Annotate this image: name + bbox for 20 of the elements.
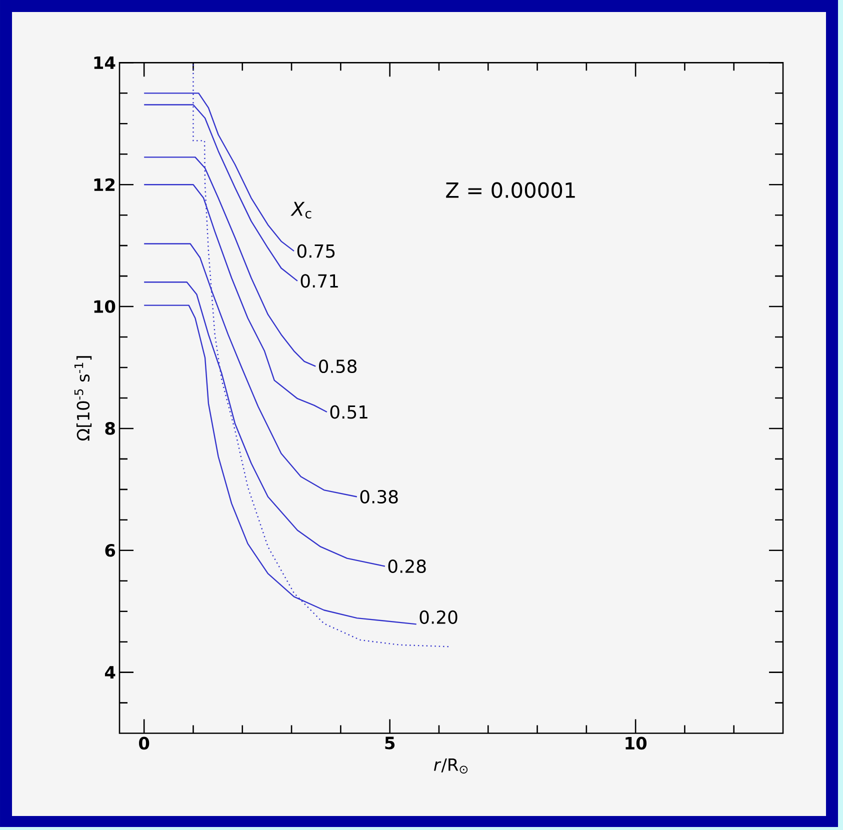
y-tick-label: 14: [94, 56, 116, 69]
x-tick-label: 10: [626, 736, 647, 750]
y-axis-title: Ω[10$^{-5}$ s$^{-1}$]: [74, 356, 92, 441]
y-tick-label: 6: [105, 544, 116, 557]
annotation: Z = 0.00001: [446, 182, 575, 198]
annotation: X$_{c}$: [290, 202, 312, 218]
y-tick-label: 12: [94, 178, 115, 191]
x-tick-label: 5: [385, 736, 395, 750]
x-tick-label: 0: [139, 736, 150, 750]
y-tick-label: 4: [104, 666, 116, 678]
series-label: 0.51: [330, 405, 368, 419]
series-label: 0.58: [318, 360, 357, 374]
series-label: 0.20: [420, 610, 458, 624]
series-label: 0.75: [297, 244, 335, 258]
series-label: 0.71: [300, 274, 338, 288]
y-tick-label: 8: [105, 422, 115, 435]
series-label: 0.28: [388, 559, 426, 574]
y-tick-label: 10: [94, 300, 116, 313]
x-axis-title: r/R$_{⊙}$: [434, 758, 468, 774]
series-label: 0.38: [360, 490, 398, 504]
